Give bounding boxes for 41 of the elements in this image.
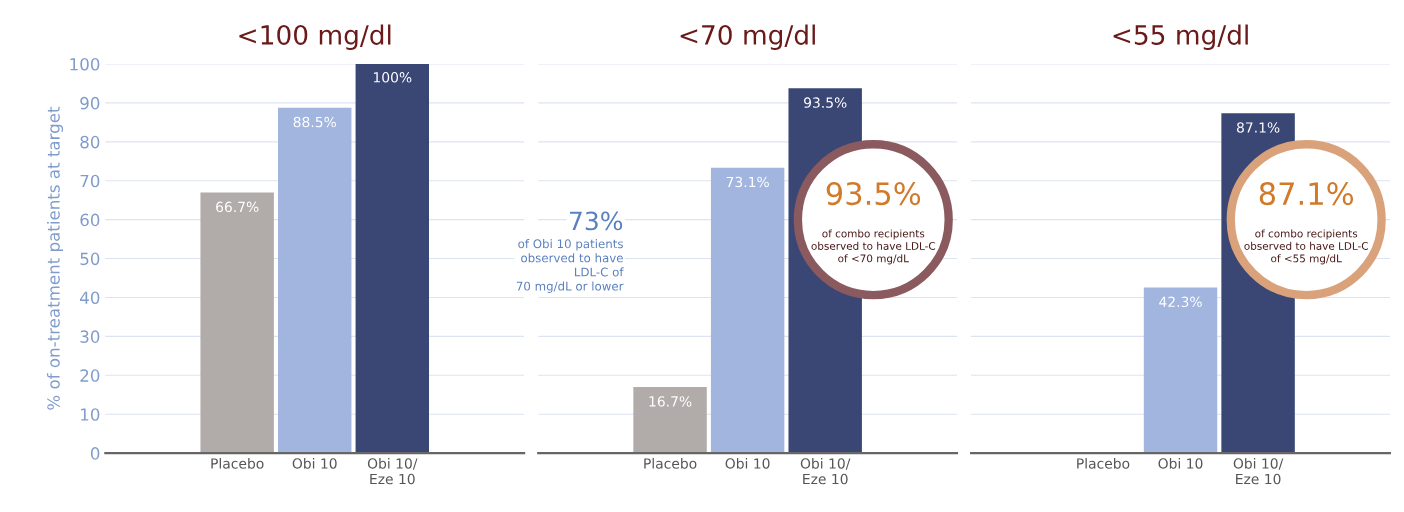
text: of Obi 10 patients observed to have LDL-C of 70 mg/dL or lower <box>516 239 624 293</box>
y-tick-label: 80 <box>80 135 100 149</box>
data-label: 88.5% <box>293 116 337 128</box>
text: 73% <box>570 211 623 231</box>
y-tick-label: 50 <box>80 252 100 266</box>
y-tick-label: 0 <box>90 447 100 460</box>
data-label: 93.5% <box>804 97 847 108</box>
chart-title: <70 mg/dl <box>680 24 815 51</box>
x-tick-label: Obi 10/ Eze 10 <box>1233 457 1284 485</box>
x-tick-label: Placebo <box>1077 457 1130 469</box>
x-tick-label: Obi 10 <box>725 457 770 469</box>
bar <box>278 107 352 454</box>
x-tick-label: Placebo <box>644 457 697 469</box>
annotation: 93.5% <box>826 182 921 206</box>
data-label: 87.1% <box>1236 122 1280 133</box>
y-tick-label: 20 <box>80 369 100 382</box>
bar <box>200 192 274 454</box>
y-tick-label: 70 <box>80 174 100 188</box>
y-tick-label: 60 <box>80 213 100 227</box>
bar <box>355 64 430 454</box>
annotation: of combo recipients observed to have LDL-C of <55 mg/dL <box>1244 229 1368 265</box>
x-tick-label: Obi 10/ Eze 10 <box>367 457 418 485</box>
data-label: 42.3% <box>1159 296 1202 308</box>
chart-title: <100 mg/dl <box>239 24 391 51</box>
data-label: 16.7% <box>649 396 692 407</box>
annotation: of combo recipients observed to have LDL-C of <70 mg/dL <box>811 229 936 265</box>
x-tick-label: Obi 10/ Eze 10 <box>800 457 851 485</box>
data-label: 66.7% <box>216 201 259 213</box>
y-tick-label: 40 <box>80 291 100 305</box>
x-tick-label: Placebo <box>211 457 264 469</box>
y-tick-label: 10 <box>81 408 100 421</box>
y-tick-label: 90 <box>80 96 100 110</box>
y-tick-label: 30 <box>80 330 100 343</box>
data-label: 73.1% <box>726 176 769 188</box>
data-label: 100% <box>373 72 412 83</box>
x-tick-label: Obi 10 <box>1158 457 1203 469</box>
annotation: 87.1% <box>1259 182 1354 206</box>
x-tick-label: Obi 10 <box>292 457 337 469</box>
y-axis-title: % of on-treatment patients at target <box>46 106 64 410</box>
y-tick-label: 100 <box>70 57 100 71</box>
chart-title: <55 mg/dl <box>1113 24 1248 51</box>
